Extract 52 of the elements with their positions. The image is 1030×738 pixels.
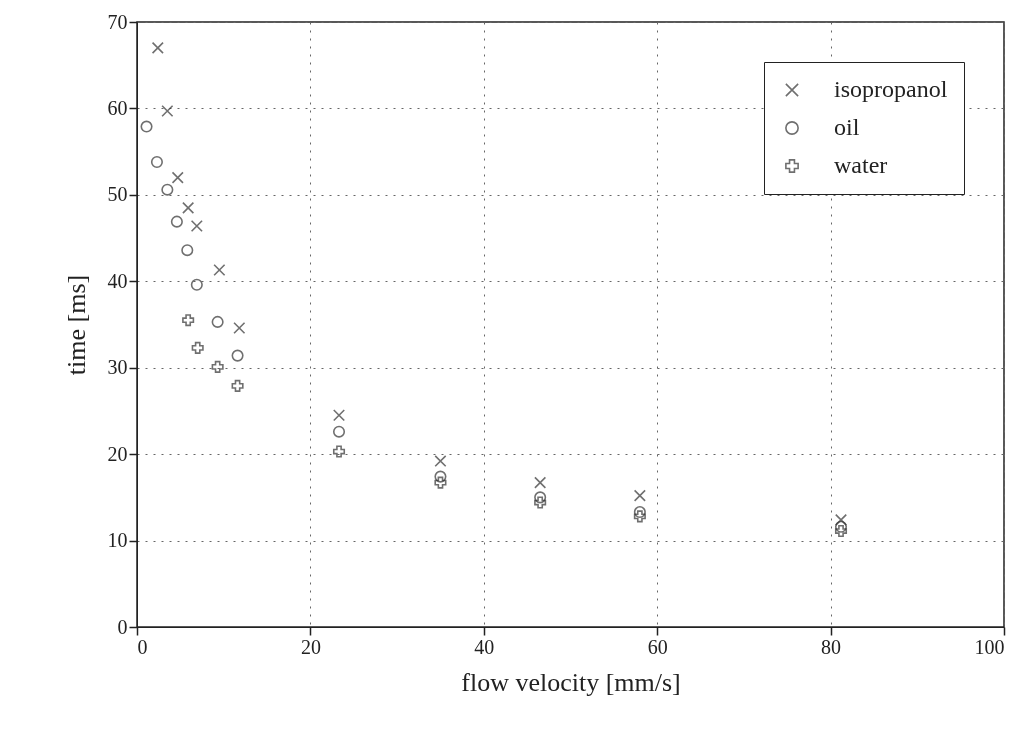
point [534,476,547,489]
point [171,171,184,184]
point [190,278,203,291]
y-tick-label: 70 [107,10,128,33]
point [633,489,646,502]
y-tick-label: 60 [107,96,128,119]
point [332,445,346,458]
x-axis-title: flow velocity [mm/s] [461,667,681,697]
point [633,510,646,523]
legend-label: isopropanol [834,76,948,102]
point [182,201,195,214]
point [534,496,547,509]
point [170,215,183,228]
point [834,520,848,533]
x-tick-label: 60 [647,635,668,658]
point [434,476,447,489]
legend-label: water [834,152,888,178]
point [332,409,346,422]
point [332,425,346,438]
point [161,183,174,196]
point [182,314,195,327]
point [191,341,204,354]
y-tick-label: 10 [107,529,128,552]
x-tick-label: 40 [474,635,495,658]
y-tick-label: 50 [107,183,128,206]
legend-label: oil [834,114,860,140]
point [534,491,547,504]
point [231,349,244,362]
y-tick-label: 30 [107,356,128,379]
point [434,470,447,483]
point [151,41,164,54]
point [150,155,163,169]
y-axis-title: time [ms] [61,274,91,376]
y-tick-label: 0 [117,615,128,638]
point [161,104,174,118]
y-tick-label: 20 [107,442,128,465]
point [434,455,447,468]
x-tick-label: 0 [137,635,148,658]
x-tick-label: 20 [300,635,321,658]
point [190,219,203,233]
point [834,525,848,538]
point [211,360,224,373]
point [181,244,194,257]
point [140,120,153,133]
y-tick-label: 40 [107,269,128,292]
point [233,321,246,334]
point [231,379,244,392]
point [633,506,646,519]
point [211,315,224,328]
x-tick-label: 100 [974,635,1005,658]
x-tick-label: 80 [821,635,842,658]
point [213,264,226,277]
